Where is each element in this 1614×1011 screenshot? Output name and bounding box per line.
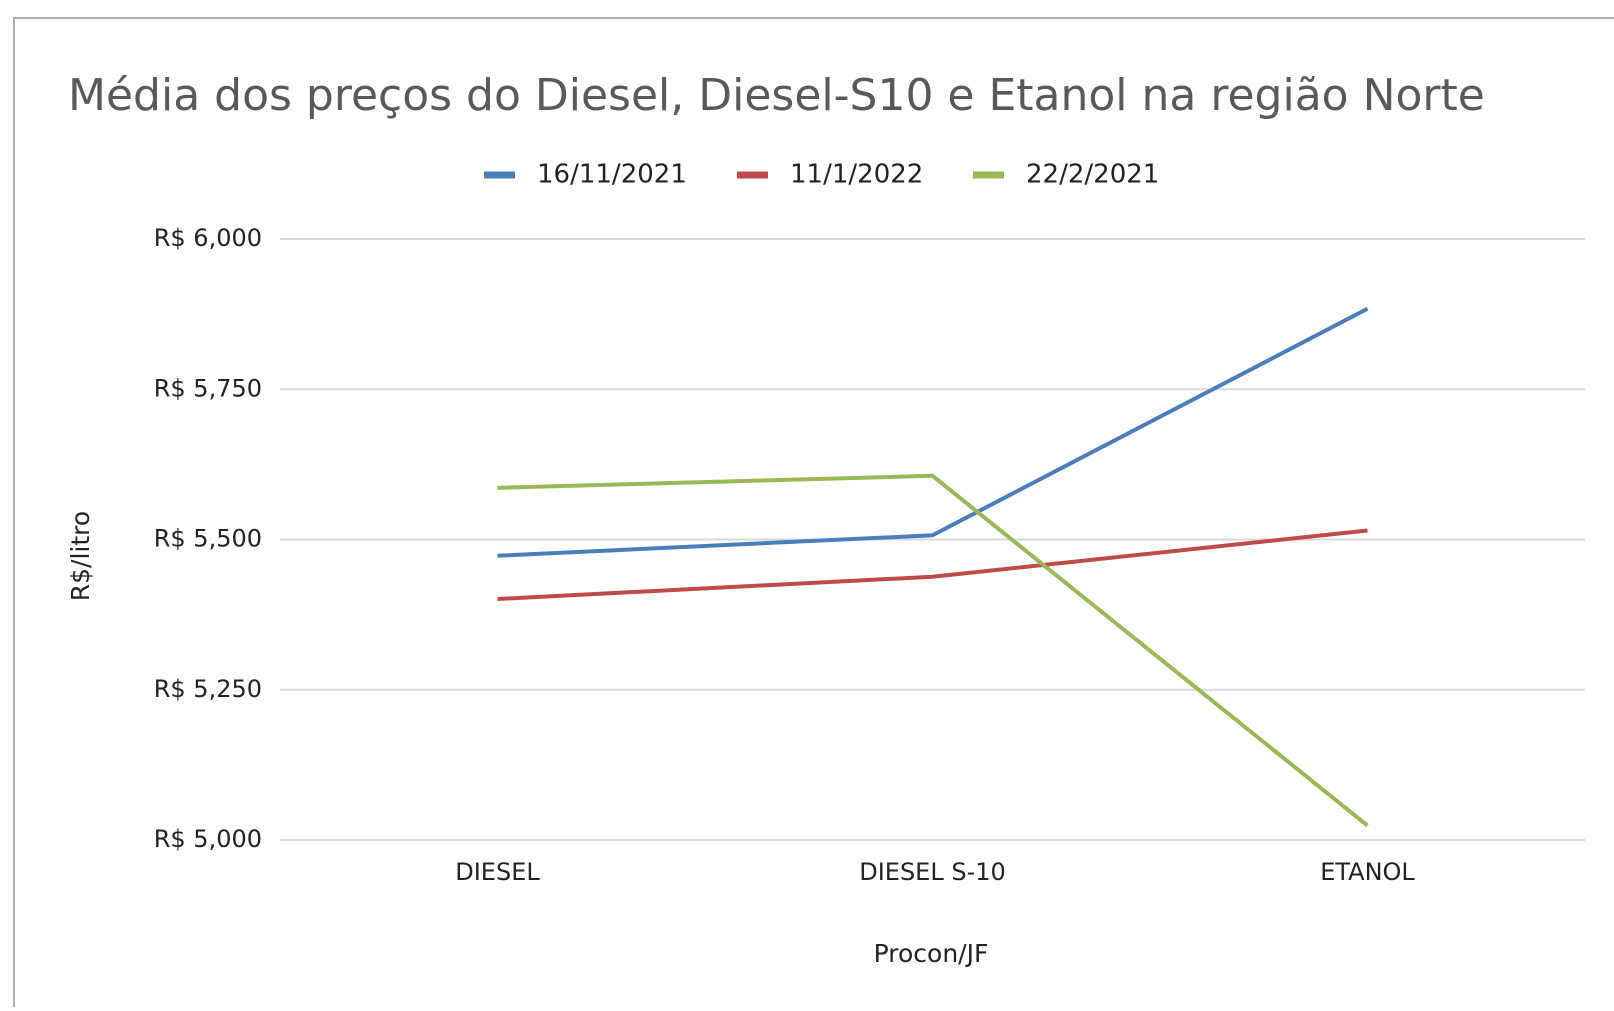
y-tick-label: R$ 5,250 bbox=[154, 675, 262, 703]
y-tick-label: R$ 5,000 bbox=[154, 825, 262, 853]
y-axis-label: R$/litro bbox=[66, 511, 95, 601]
chart-frame bbox=[13, 17, 1614, 1011]
y-tick-label: R$ 5,750 bbox=[154, 374, 262, 402]
x-tick-label: ETANOL bbox=[1320, 858, 1415, 886]
legend-label: 11/1/2022 bbox=[790, 160, 923, 190]
x-axis-label: Procon/JF bbox=[874, 939, 989, 968]
chart-title: Média dos preços do Diesel, Diesel-S10 e… bbox=[68, 70, 1485, 121]
series-line bbox=[497, 528, 1368, 601]
y-tick-label: R$ 5,500 bbox=[154, 525, 262, 553]
series-line bbox=[497, 306, 1369, 558]
y-tick-label: R$ 6,000 bbox=[154, 224, 262, 252]
x-tick-label: DIESEL bbox=[455, 858, 540, 886]
legend-label: 22/2/2021 bbox=[1026, 160, 1159, 190]
x-tick-label: DIESEL S-10 bbox=[859, 858, 1006, 886]
series-line bbox=[497, 473, 1369, 828]
legend-label: 16/11/2021 bbox=[537, 160, 687, 190]
